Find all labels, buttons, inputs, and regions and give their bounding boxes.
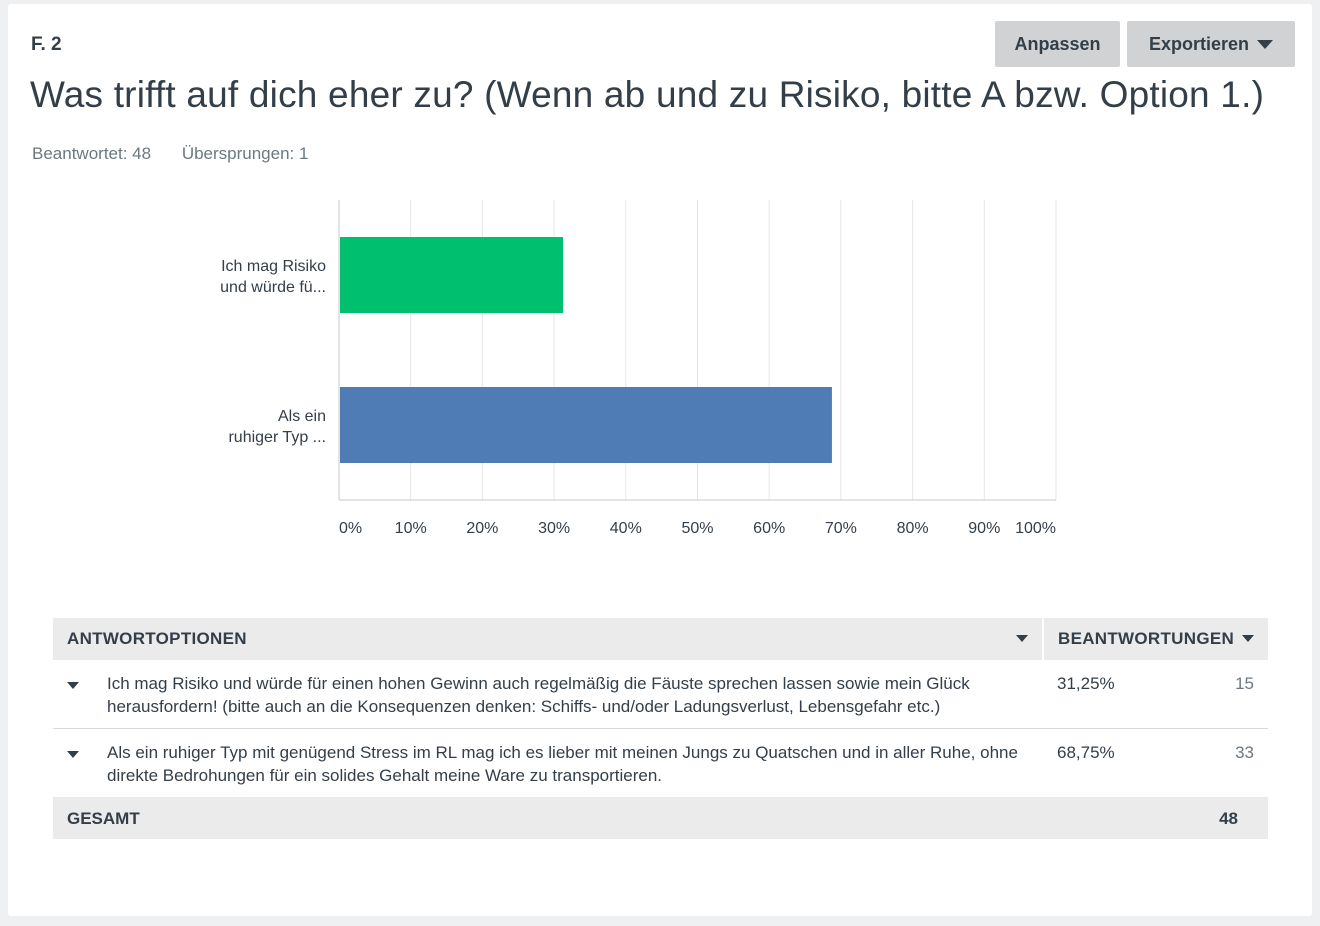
adjust-button[interactable]: Anpassen [995, 21, 1120, 67]
table-row: Als ein ruhiger Typ mit genügend Stress … [53, 729, 1268, 798]
answer-percent: 31,25% [1057, 674, 1115, 693]
export-button[interactable]: Exportieren [1127, 21, 1295, 67]
total-label: GESAMT [53, 797, 1173, 839]
sort-caret-icon[interactable] [1242, 635, 1254, 642]
answer-count: 15 [1235, 674, 1254, 693]
skipped-count: Übersprungen: 1 [181, 144, 309, 163]
adjust-button-label: Anpassen [1014, 33, 1101, 54]
export-button-label: Exportieren [1148, 33, 1250, 54]
expand-caret-icon[interactable] [67, 682, 79, 689]
header-responses-label: BEANTWORTUNGEN [1058, 629, 1235, 648]
answer-text: Ich mag Risiko und würde für einen hohen… [107, 674, 970, 716]
category-label-line: Als ein [278, 408, 326, 425]
category-label: Als ein ruhiger Typ ... [228, 408, 326, 446]
answer-percent: 68,75% [1057, 743, 1115, 762]
bar-chart: Ich mag Risiko und würde fü... Als ein ruhi… [220, 200, 1057, 537]
x-tick-label: 90% [968, 520, 1000, 537]
x-tick-label: 20% [466, 520, 498, 537]
category-label-line: und würde fü... [220, 279, 326, 296]
header-answer-options[interactable]: ANTWORTOPTIONEN [53, 618, 1043, 660]
category-label-line: ruhiger Typ ... [228, 429, 326, 446]
x-tick-label: 40% [610, 520, 642, 537]
category-label-line: Ich mag Risiko [221, 258, 326, 275]
x-tick-label: 60% [753, 520, 785, 537]
category-label: Ich mag Risiko und würde fü... [220, 258, 326, 296]
question-card: F. 2 Anpassen Exportieren Was trifft auf… [8, 4, 1312, 916]
x-tick-label: 30% [538, 520, 570, 537]
table-header-row: ANTWORTOPTIONEN BEANTWORTUNGEN [53, 618, 1268, 660]
x-tick-label: 10% [395, 520, 427, 537]
sort-caret-icon[interactable] [1016, 635, 1028, 642]
bar-2 [340, 387, 832, 463]
expand-caret-icon[interactable] [67, 751, 79, 758]
response-stats: Beantwortet: 48 Übersprungen: 1 [32, 144, 308, 164]
question-title: Was trifft auf dich eher zu? (Wenn ab un… [30, 74, 1265, 115]
header-answer-options-label: ANTWORTOPTIONEN [67, 629, 247, 648]
answer-count: 33 [1235, 743, 1254, 762]
answer-text: Als ein ruhiger Typ mit genügend Stress … [107, 743, 1018, 785]
caret-down-icon [1257, 39, 1274, 49]
x-tick-label: 70% [825, 520, 857, 537]
answered-count: Beantwortet: 48 [32, 144, 152, 163]
results-table: ANTWORTOPTIONEN BEANTWORTUNGEN Ich mag R… [53, 618, 1268, 839]
x-tick-label: 50% [681, 520, 713, 537]
total-row: GESAMT 48 [53, 797, 1268, 839]
x-tick-label: 100% [1015, 520, 1056, 537]
header-responses[interactable]: BEANTWORTUNGEN [1042, 618, 1268, 660]
table-row: Ich mag Risiko und würde für einen hohen… [53, 660, 1268, 729]
x-tick-label: 80% [897, 520, 929, 537]
question-number: F. 2 [31, 34, 62, 55]
x-tick-label: 0% [339, 520, 362, 537]
total-count: 48 [1173, 797, 1268, 839]
bar-1 [340, 237, 564, 313]
